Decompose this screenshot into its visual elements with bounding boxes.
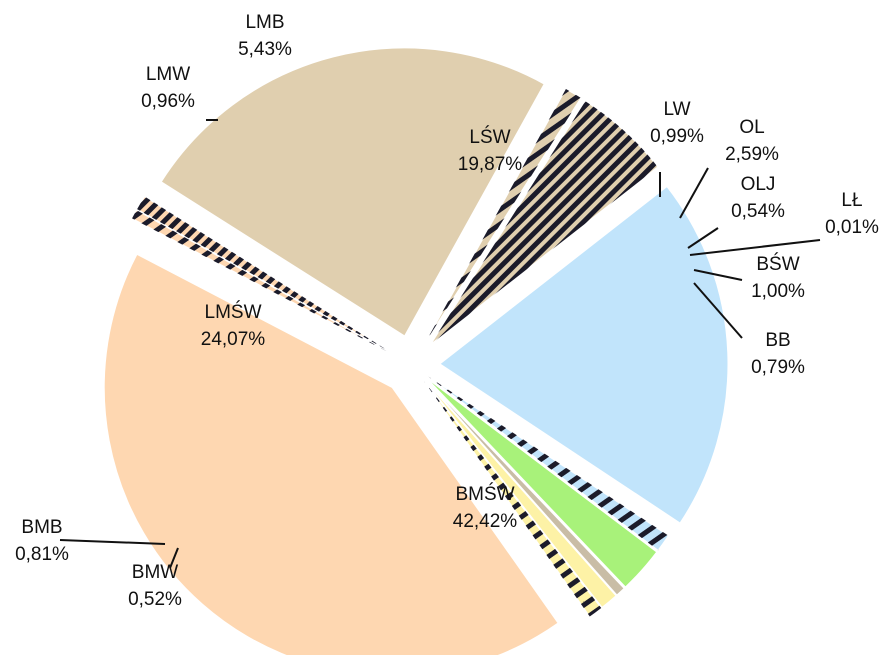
data-label-name-ol: OL [739, 117, 764, 138]
data-label-name-lsw: LŚW [469, 126, 510, 148]
data-label-name-bmw: BMW [132, 562, 179, 583]
slice-lsw [439, 185, 729, 524]
slice-pattern-lmw [426, 89, 581, 341]
data-label-value-lmsw: 24,07% [201, 329, 266, 350]
data-label-value-bsw: 1,00% [751, 281, 805, 302]
slice-bmsw [103, 253, 559, 655]
pie-slices [103, 47, 729, 655]
data-label-name-lmb: LMB [245, 12, 284, 33]
data-label-value-ll: 0,01% [825, 217, 879, 238]
slice-bsw [424, 380, 617, 609]
slice-pattern-bmb [137, 196, 388, 351]
leader-line-ll [689, 239, 821, 256]
data-label-name-bb: BB [765, 330, 790, 351]
data-label-name-ll: LŁ [841, 190, 862, 211]
slice-pattern-lmb [430, 101, 658, 345]
slice-lmsw [160, 47, 545, 337]
leader-lines [59, 119, 821, 569]
leader-line-bsw [693, 269, 743, 281]
data-label-value-bmsw: 42,42% [453, 511, 518, 532]
data-label-value-bb: 0,79% [751, 357, 805, 378]
leader-line-bmb [59, 539, 166, 545]
data-label-name-lmsw: LMŚW [205, 301, 262, 323]
data-label-value-lmb: 5,43% [238, 39, 292, 60]
leader-line-olj [687, 227, 719, 249]
data-label-value-bmw: 0,52% [128, 589, 182, 610]
leader-line-bb [693, 282, 743, 339]
leader-line-bmw [169, 547, 179, 569]
data-label-value-lw: 0,99% [650, 126, 704, 147]
data-label-value-bmb: 0,81% [15, 544, 69, 565]
slice-ll [424, 379, 618, 597]
data-label-value-lsw: 19,87% [458, 154, 523, 175]
data-label-name-lw: LW [663, 99, 690, 120]
data-label-value-olj: 0,54% [731, 201, 785, 222]
data-label-value-ol: 2,59% [725, 144, 779, 165]
data-label-name-bmb: BMB [21, 517, 62, 538]
slice-pattern-lw [428, 376, 669, 551]
slice-pattern-bb [423, 381, 602, 617]
data-labels: LŚW 19,87% LW 0,99% OL 2,59% OLJ 0,54% LŁ 0,01% BŚ… [15, 12, 879, 610]
data-label-value-lmw: 0,96% [141, 91, 195, 112]
leader-line-ol [679, 167, 709, 219]
data-label-name-lmw: LMW [146, 64, 190, 85]
data-label-name-olj: OLJ [741, 174, 776, 195]
data-label-name-bmsw: BMŚW [455, 483, 514, 505]
slice-ol [426, 377, 658, 588]
slice-pattern-bmw [132, 210, 388, 352]
data-label-name-bsw: BŚW [756, 253, 799, 275]
